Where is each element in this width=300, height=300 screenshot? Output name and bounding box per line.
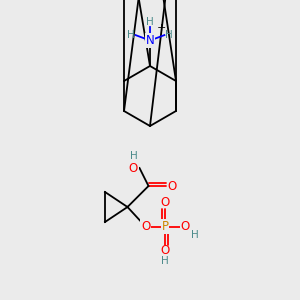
- Text: H: H: [165, 30, 173, 40]
- Text: O: O: [160, 196, 169, 209]
- Text: O: O: [167, 179, 176, 193]
- Text: H: H: [191, 230, 199, 240]
- Text: O: O: [181, 220, 190, 233]
- Text: H: H: [127, 30, 135, 40]
- Text: O: O: [160, 244, 169, 257]
- Text: O: O: [141, 220, 150, 233]
- Text: H: H: [130, 151, 137, 161]
- Text: P: P: [161, 220, 169, 233]
- Text: O: O: [129, 161, 138, 175]
- Text: H: H: [161, 256, 169, 266]
- Text: +: +: [157, 22, 166, 33]
- Text: N: N: [146, 34, 154, 47]
- Text: H: H: [146, 16, 154, 27]
